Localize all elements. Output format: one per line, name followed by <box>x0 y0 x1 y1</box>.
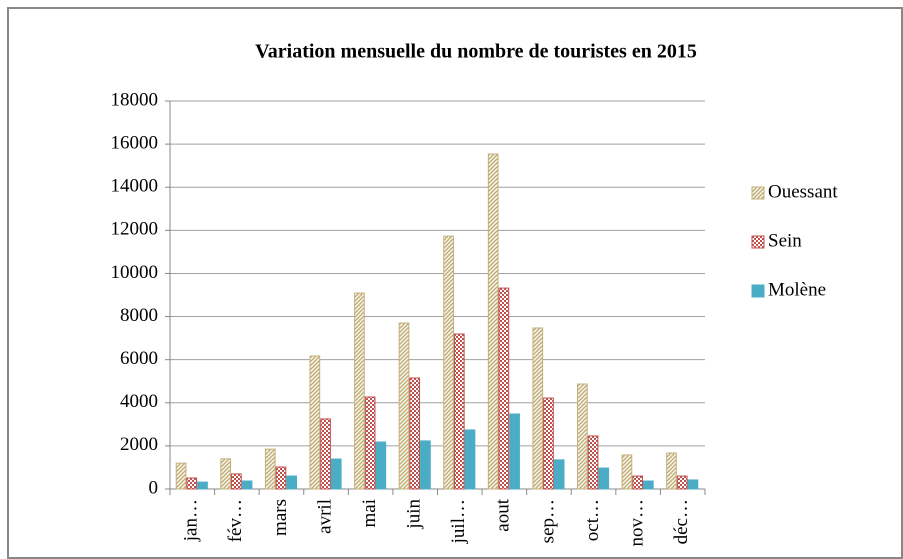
x-tick-label: aout <box>493 498 514 531</box>
bar <box>553 459 565 490</box>
bar <box>621 454 633 490</box>
bar <box>543 397 554 490</box>
legend-swatch <box>751 186 765 200</box>
x-tick-label: mai <box>359 499 380 528</box>
x-tick-label: juin <box>404 499 425 530</box>
bar <box>197 481 208 490</box>
y-tick-label: 4000 <box>120 391 158 412</box>
y-tick-label: 8000 <box>120 305 158 326</box>
bar <box>186 477 198 490</box>
bar <box>330 458 342 490</box>
x-tick-label: juil… <box>448 499 469 544</box>
y-tick-label: 14000 <box>111 176 159 197</box>
bar <box>453 333 465 490</box>
legend-swatch <box>751 284 765 298</box>
bar <box>275 466 287 490</box>
bar <box>642 480 654 490</box>
chart-title: Variation mensuelle du nombre de tourist… <box>255 41 697 63</box>
bar <box>676 475 688 490</box>
bar <box>598 467 610 490</box>
x-tick-label: avril <box>314 499 335 534</box>
bar <box>443 235 454 490</box>
bar <box>420 440 431 490</box>
x-tick-label: mars <box>270 499 291 536</box>
legend-label: Molène <box>768 279 826 300</box>
y-tick-label: 0 <box>149 477 159 498</box>
bar <box>409 377 421 490</box>
y-tick-label: 16000 <box>111 132 159 153</box>
bar <box>509 413 520 490</box>
bar <box>666 452 677 490</box>
x-tick-label: fév… <box>225 499 246 542</box>
legend-swatch <box>751 235 765 249</box>
x-tick-label: sep… <box>537 499 558 543</box>
y-tick-label: 12000 <box>111 219 159 240</box>
bar <box>264 448 276 490</box>
y-tick-label: 18000 <box>111 89 159 110</box>
bar <box>231 473 242 490</box>
y-tick-label: 6000 <box>120 348 158 369</box>
bar <box>632 475 643 490</box>
legend-label: Ouessant <box>768 181 838 202</box>
y-tick-label: 2000 <box>120 434 158 455</box>
bar <box>241 480 253 490</box>
bar <box>320 418 331 490</box>
x-tick-label: nov… <box>626 499 647 547</box>
bar <box>576 383 588 490</box>
x-tick-label: jan… <box>181 499 202 542</box>
bar <box>220 458 232 490</box>
bar <box>375 441 387 490</box>
bar <box>364 396 376 490</box>
bar <box>398 322 410 490</box>
bar <box>532 327 544 490</box>
bar <box>309 355 321 490</box>
bar <box>498 287 510 490</box>
bar <box>687 479 699 490</box>
bar <box>464 429 476 490</box>
bar <box>354 292 365 490</box>
bar <box>286 475 298 490</box>
legend-label: Sein <box>768 230 802 251</box>
bar <box>175 462 187 490</box>
x-tick-label: déc… <box>671 499 692 544</box>
bar <box>487 153 499 490</box>
y-tick-label: 10000 <box>111 262 159 283</box>
bar <box>587 435 599 490</box>
x-tick-label: oct… <box>582 499 603 541</box>
